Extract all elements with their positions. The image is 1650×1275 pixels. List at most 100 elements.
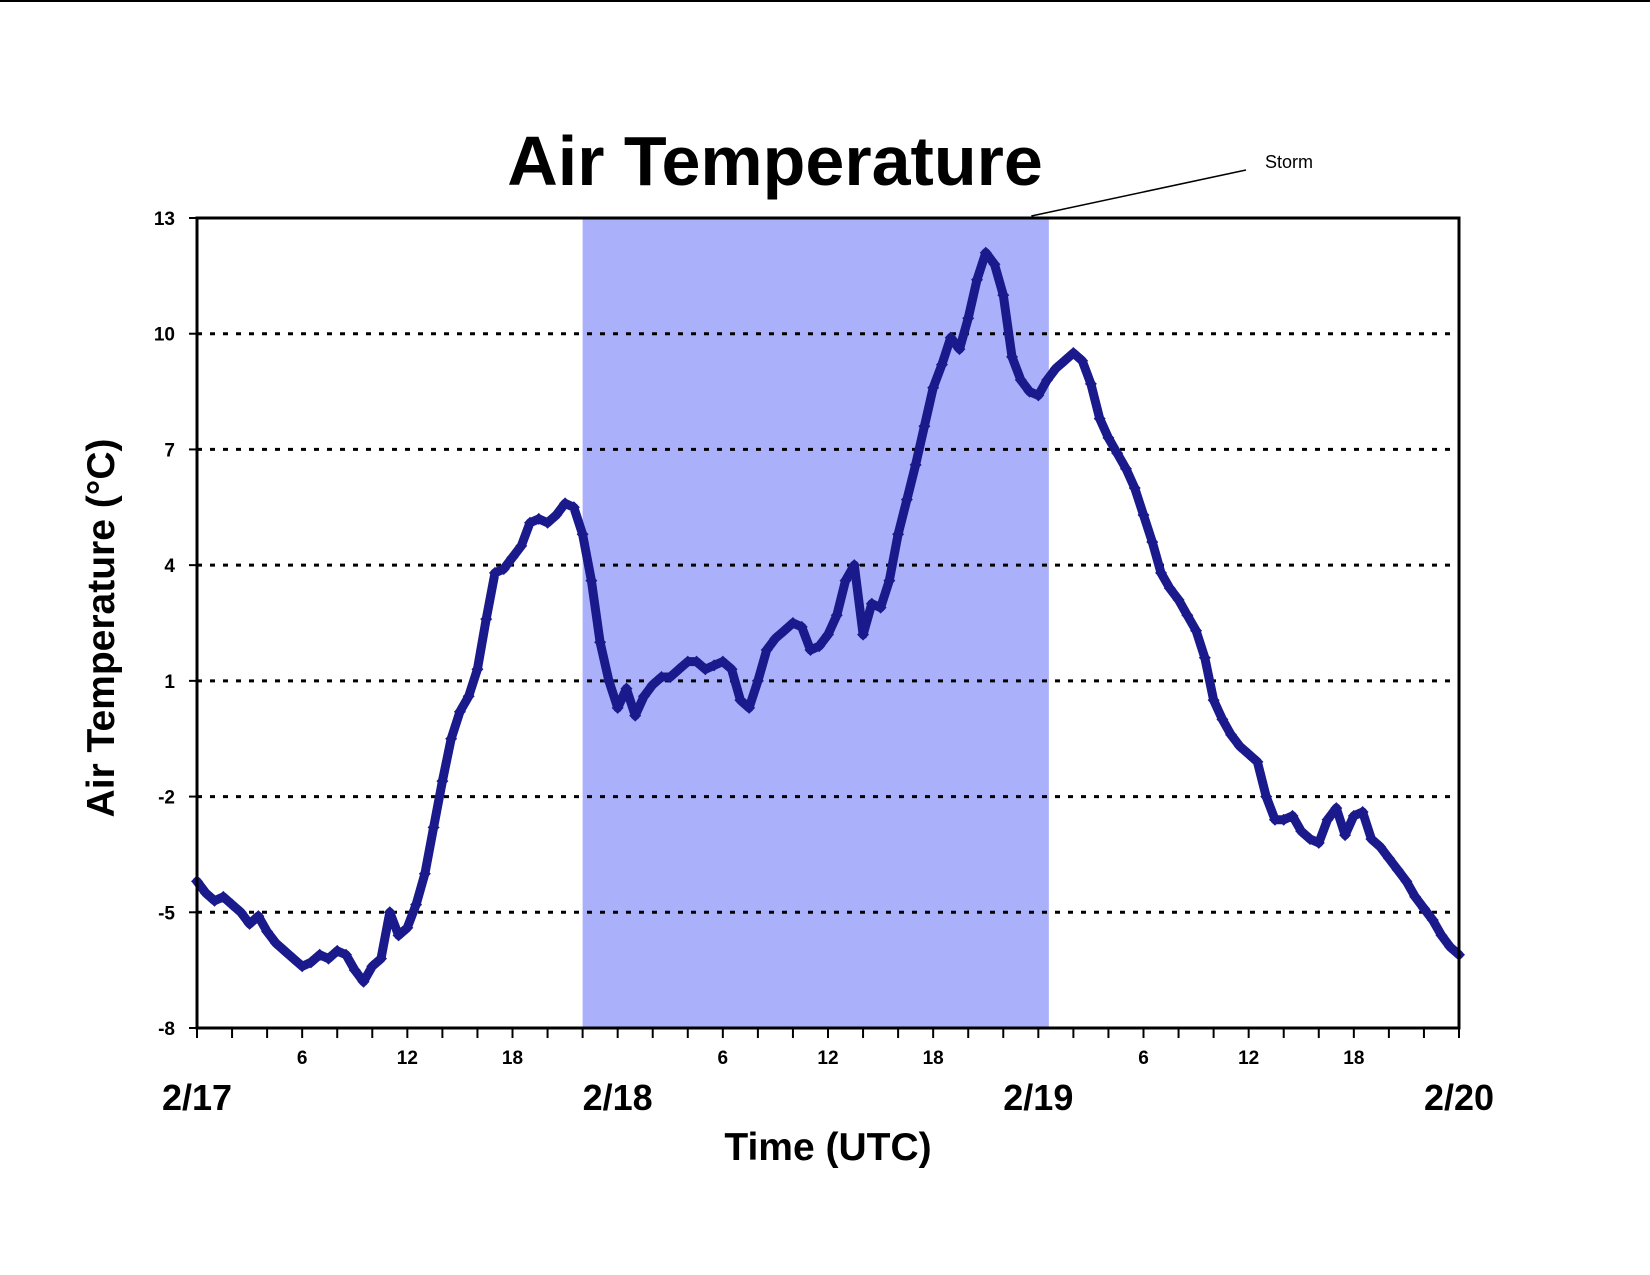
x-date-label: 2/18 bbox=[583, 1077, 653, 1118]
data-point bbox=[935, 358, 948, 371]
x-axis-label: Time (UTC) bbox=[724, 1126, 931, 1169]
data-point bbox=[1111, 447, 1124, 460]
data-point bbox=[778, 624, 791, 637]
data-point bbox=[751, 674, 764, 687]
data-point bbox=[1076, 354, 1089, 367]
data-point bbox=[488, 566, 501, 579]
data-point bbox=[304, 956, 317, 969]
data-point bbox=[1260, 790, 1273, 803]
data-point bbox=[857, 628, 870, 641]
data-point bbox=[1049, 362, 1062, 375]
data-point bbox=[1014, 374, 1027, 386]
data-point bbox=[1198, 651, 1211, 664]
plot-frame bbox=[195, 216, 1461, 1030]
x-hour-label: 6 bbox=[297, 1048, 308, 1069]
data-point bbox=[410, 898, 423, 911]
data-point bbox=[532, 512, 545, 525]
data-point bbox=[550, 509, 563, 521]
data-point bbox=[313, 948, 326, 961]
data-point bbox=[524, 516, 537, 529]
data-point bbox=[953, 343, 966, 356]
data-point bbox=[1426, 914, 1439, 926]
data-point bbox=[830, 609, 843, 622]
data-point bbox=[664, 671, 677, 683]
data-point bbox=[1312, 836, 1325, 849]
data-point bbox=[331, 944, 344, 957]
data-point bbox=[1093, 412, 1106, 425]
data-point bbox=[637, 690, 650, 703]
data-point bbox=[1119, 462, 1132, 475]
data-point bbox=[1286, 809, 1299, 822]
y-tick-label: -8 bbox=[158, 1019, 175, 1040]
data-point bbox=[1190, 624, 1203, 637]
data-point bbox=[199, 887, 212, 899]
data-point bbox=[918, 420, 931, 433]
data-point bbox=[296, 960, 309, 973]
data-point bbox=[1382, 852, 1395, 865]
data-point bbox=[1277, 813, 1290, 826]
y-tick-label: -5 bbox=[158, 903, 175, 924]
data-point bbox=[1233, 740, 1246, 753]
data-point bbox=[725, 663, 738, 676]
y-tick-label: 1 bbox=[164, 672, 175, 693]
data-point bbox=[865, 597, 878, 610]
y-tick-label: -2 bbox=[158, 788, 175, 809]
data-point bbox=[1023, 385, 1036, 398]
data-point bbox=[1356, 806, 1369, 818]
data-point bbox=[970, 273, 983, 286]
x-hour-label: 6 bbox=[718, 1048, 729, 1069]
data-point bbox=[1391, 863, 1404, 876]
data-point bbox=[1330, 802, 1343, 815]
data-point bbox=[1374, 840, 1387, 853]
data-point bbox=[804, 644, 817, 656]
data-point bbox=[357, 975, 370, 988]
data-point bbox=[392, 929, 405, 942]
data-point bbox=[1137, 509, 1150, 521]
data-point bbox=[1409, 890, 1422, 903]
data-point bbox=[585, 574, 598, 587]
storm-annotation: Storm bbox=[1265, 152, 1313, 172]
data-point bbox=[339, 948, 352, 961]
data-point bbox=[278, 944, 291, 957]
data-point bbox=[234, 906, 247, 919]
x-date-label: 2/19 bbox=[1003, 1077, 1073, 1118]
data-point bbox=[1163, 582, 1176, 595]
data-point bbox=[927, 381, 940, 394]
y-axis-label: Air Temperature (°C) bbox=[80, 439, 123, 818]
data-point bbox=[1268, 813, 1281, 826]
x-hour-label: 18 bbox=[1343, 1048, 1364, 1069]
data-point bbox=[769, 632, 782, 645]
data-point bbox=[1032, 389, 1045, 402]
data-point bbox=[252, 910, 265, 923]
data-point bbox=[462, 690, 475, 703]
data-point bbox=[874, 601, 887, 614]
data-point bbox=[567, 501, 580, 514]
data-point bbox=[602, 674, 615, 687]
chart-title: Air Temperature bbox=[507, 122, 1043, 200]
data-point bbox=[497, 563, 510, 575]
data-point bbox=[471, 663, 484, 676]
data-point bbox=[1304, 833, 1317, 845]
data-point bbox=[1295, 825, 1308, 838]
data-point bbox=[1225, 728, 1238, 741]
data-point bbox=[1339, 829, 1352, 842]
data-point bbox=[892, 528, 905, 541]
data-point bbox=[944, 331, 957, 344]
data-point bbox=[576, 528, 589, 541]
data-point bbox=[322, 952, 335, 965]
data-point bbox=[795, 620, 808, 633]
x-date-label: 2/20 bbox=[1424, 1077, 1494, 1118]
data-point bbox=[822, 628, 834, 641]
data-point bbox=[541, 516, 554, 529]
data-point bbox=[436, 775, 449, 788]
data-point bbox=[699, 663, 712, 676]
data-point bbox=[366, 960, 379, 973]
y-tick-label: 4 bbox=[164, 556, 175, 577]
data-point bbox=[734, 694, 747, 707]
data-point bbox=[743, 701, 756, 714]
x-date-label: 2/17 bbox=[162, 1077, 232, 1118]
data-point bbox=[1155, 566, 1168, 579]
data-point bbox=[217, 890, 230, 903]
data-point bbox=[839, 574, 852, 587]
